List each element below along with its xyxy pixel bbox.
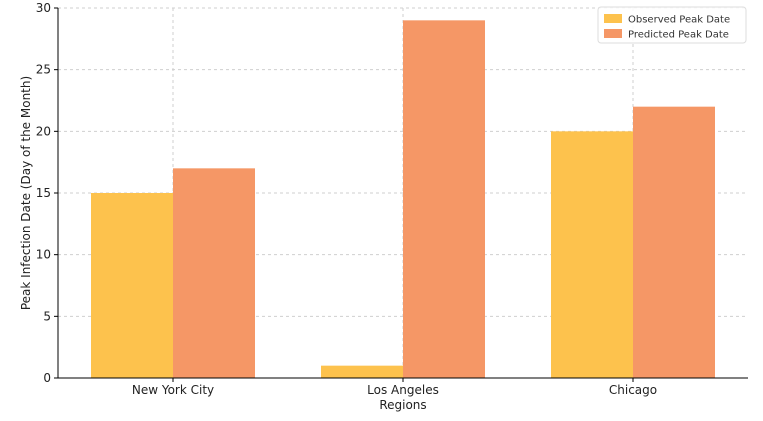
y-tick-label: 15 [36, 186, 51, 200]
legend-swatch-predicted [604, 29, 622, 38]
x-tick-label: New York City [132, 383, 214, 397]
y-tick-label: 0 [43, 371, 51, 385]
legend-box [597, 6, 747, 44]
y-tick-label: 30 [36, 1, 51, 15]
y-tick-label: 10 [36, 248, 51, 262]
y-tick-label: 25 [36, 63, 51, 77]
axis-layer: 0 5 10 15 20 25 30 New York City Los Angeles Chic… [36, 1, 748, 397]
legend-label-predicted: Predicted Peak Date [628, 30, 729, 41]
bar-layer [91, 20, 715, 379]
bar-predicted-2 [633, 106, 715, 379]
y-tick-label: 20 [36, 124, 51, 138]
bar-observed-0 [91, 193, 173, 378]
bar-observed-2 [551, 131, 633, 378]
bar-observed-1 [321, 365, 403, 378]
bar-predicted-1 [403, 20, 485, 378]
y-axis-title: Peak Infection Date (Day of the Month) [19, 76, 33, 310]
x-axis-title: Regions [379, 398, 426, 412]
bar-predicted-0 [173, 168, 255, 378]
x-tick-label: Chicago [609, 383, 657, 397]
x-tick-label: Los Angeles [367, 383, 439, 397]
legend-swatch-observed [604, 14, 622, 23]
legend: Observed Peak Date Predicted Peak Date [597, 6, 747, 44]
legend-label-observed: Observed Peak Date [628, 15, 730, 26]
y-tick-label: 5 [43, 309, 51, 323]
